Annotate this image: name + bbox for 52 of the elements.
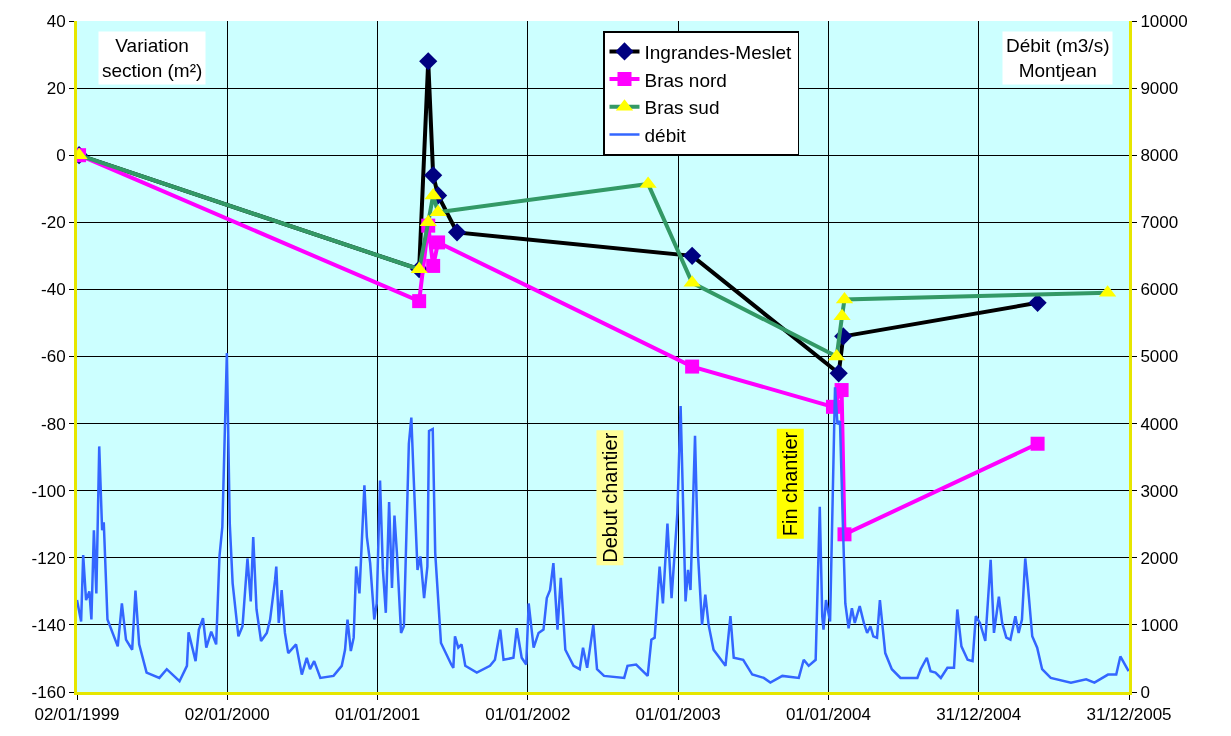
annotation: Debut chantier [598, 432, 621, 563]
y2-tick-label: 10000 [1140, 11, 1188, 31]
point [419, 52, 438, 71]
point [410, 261, 428, 274]
point [431, 235, 446, 250]
point [424, 166, 443, 185]
y-tick-label: -40 [41, 280, 66, 300]
y-axis-title: Variation section (m²) [102, 35, 203, 81]
y-tick-label: -160 [31, 682, 66, 702]
y-tick-label: 40 [46, 11, 66, 31]
x-tick-label: 31/12/2004 [936, 705, 1022, 725]
x-tick-label: 01/01/2001 [335, 705, 421, 725]
x-tick-label: 01/01/2002 [485, 705, 571, 725]
x-tick-label: 02/01/2000 [184, 705, 270, 725]
point [419, 214, 437, 227]
x-tick-label: 02/01/1999 [34, 705, 120, 725]
y-tick-label: -100 [31, 481, 66, 501]
y2-tick-label: 0 [1140, 682, 1150, 702]
legend-label: Bras nord [644, 69, 727, 91]
y-tick-label: -20 [41, 213, 66, 233]
legend-label: débit [644, 124, 687, 146]
point [829, 364, 848, 383]
y2-tick-label: 3000 [1140, 481, 1179, 501]
y-tick-label: -60 [41, 347, 66, 367]
y-tick-label: -140 [31, 615, 66, 635]
point [424, 187, 442, 200]
y-tick-label: 20 [46, 79, 66, 99]
y-tick-label: -80 [41, 414, 66, 434]
y2-tick-label: 5000 [1140, 347, 1179, 367]
x-tick-label: 01/01/2003 [635, 705, 721, 725]
legend-label: Ingrandes-Meslet [644, 41, 793, 63]
y-tick-label: 0 [56, 146, 66, 166]
point [1030, 436, 1045, 451]
point [426, 258, 441, 273]
x-tick-label: 31/12/2005 [1086, 705, 1172, 725]
y2-tick-label: 9000 [1140, 79, 1179, 99]
point [447, 223, 467, 242]
y2-tick-label: 2000 [1140, 548, 1179, 568]
y2-tick-label: 1000 [1140, 615, 1179, 635]
y-tick-label: -120 [31, 548, 66, 568]
point [683, 246, 702, 265]
y2-axis-title: Débit (m3/s) Montjean [1006, 35, 1110, 81]
point [834, 383, 849, 398]
y2-tick-label: 4000 [1140, 414, 1179, 434]
point [412, 294, 427, 309]
y2-tick-label: 7000 [1140, 213, 1179, 233]
y2-tick-label: 6000 [1140, 280, 1179, 300]
x-tick-label: 01/01/2004 [785, 705, 871, 725]
annotation: Fin chantier [779, 431, 802, 537]
point [685, 359, 700, 374]
y2-tick-label: 8000 [1140, 146, 1179, 166]
legend-label: Bras sud [644, 97, 720, 119]
